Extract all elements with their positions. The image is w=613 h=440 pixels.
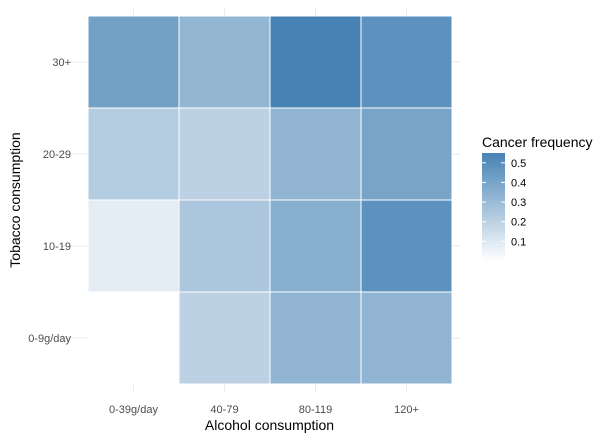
heatmap-cell: [269, 15, 362, 109]
legend-tick-label: 0.3: [511, 197, 526, 209]
x-axis-title: Alcohol consumption: [205, 417, 334, 433]
y-tick-label: 0-9g/day: [28, 333, 71, 345]
heatmap-cell: [178, 107, 271, 201]
legend-tick-label: 0.1: [511, 236, 526, 248]
x-tick-label: 120+: [394, 404, 419, 416]
heatmap-cell: [360, 107, 453, 201]
heatmap-cell: [269, 291, 362, 385]
x-tick-label: 80-119: [299, 404, 332, 416]
heatmap-cell: [269, 107, 362, 201]
y-tick-label: 10-19: [43, 241, 71, 253]
y-tick-label: 20-29: [43, 149, 71, 161]
heatmap-cell: [178, 199, 271, 293]
color-legend: Cancer frequency 0.1 0.2 0.3 0.4 0.5: [482, 134, 593, 261]
legend-title: Cancer frequency: [482, 134, 593, 150]
y-axis-title: Tobacco consumption: [7, 132, 23, 267]
x-tick-label: 40-79: [210, 404, 238, 416]
legend-colorbar: [482, 153, 505, 261]
heatmap-cell: [87, 291, 180, 385]
y-axis-ticks: 0-9g/day 10-19 20-29 30+: [28, 57, 71, 345]
legend-tick-label: 0.4: [511, 177, 526, 189]
legend-tick-label: 0.5: [511, 158, 526, 170]
heatmap-cell: [87, 199, 180, 293]
heatmap-cell: [360, 15, 453, 109]
heatmap-cell: [269, 199, 362, 293]
y-tick-label: 30+: [52, 57, 71, 69]
x-axis-ticks: 0-39g/day 40-79 80-119 120+: [109, 404, 419, 416]
heatmap-cell: [87, 15, 180, 109]
x-tick-label: 0-39g/day: [109, 404, 158, 416]
legend-tick-label: 0.2: [511, 217, 526, 229]
heatmap-cell: [178, 15, 271, 109]
heatmap-cell: [87, 107, 180, 201]
heatmap-cells: [87, 15, 453, 385]
heatmap-cell: [360, 199, 453, 293]
heatmap-cell: [360, 291, 453, 385]
heatmap-cell: [178, 291, 271, 385]
